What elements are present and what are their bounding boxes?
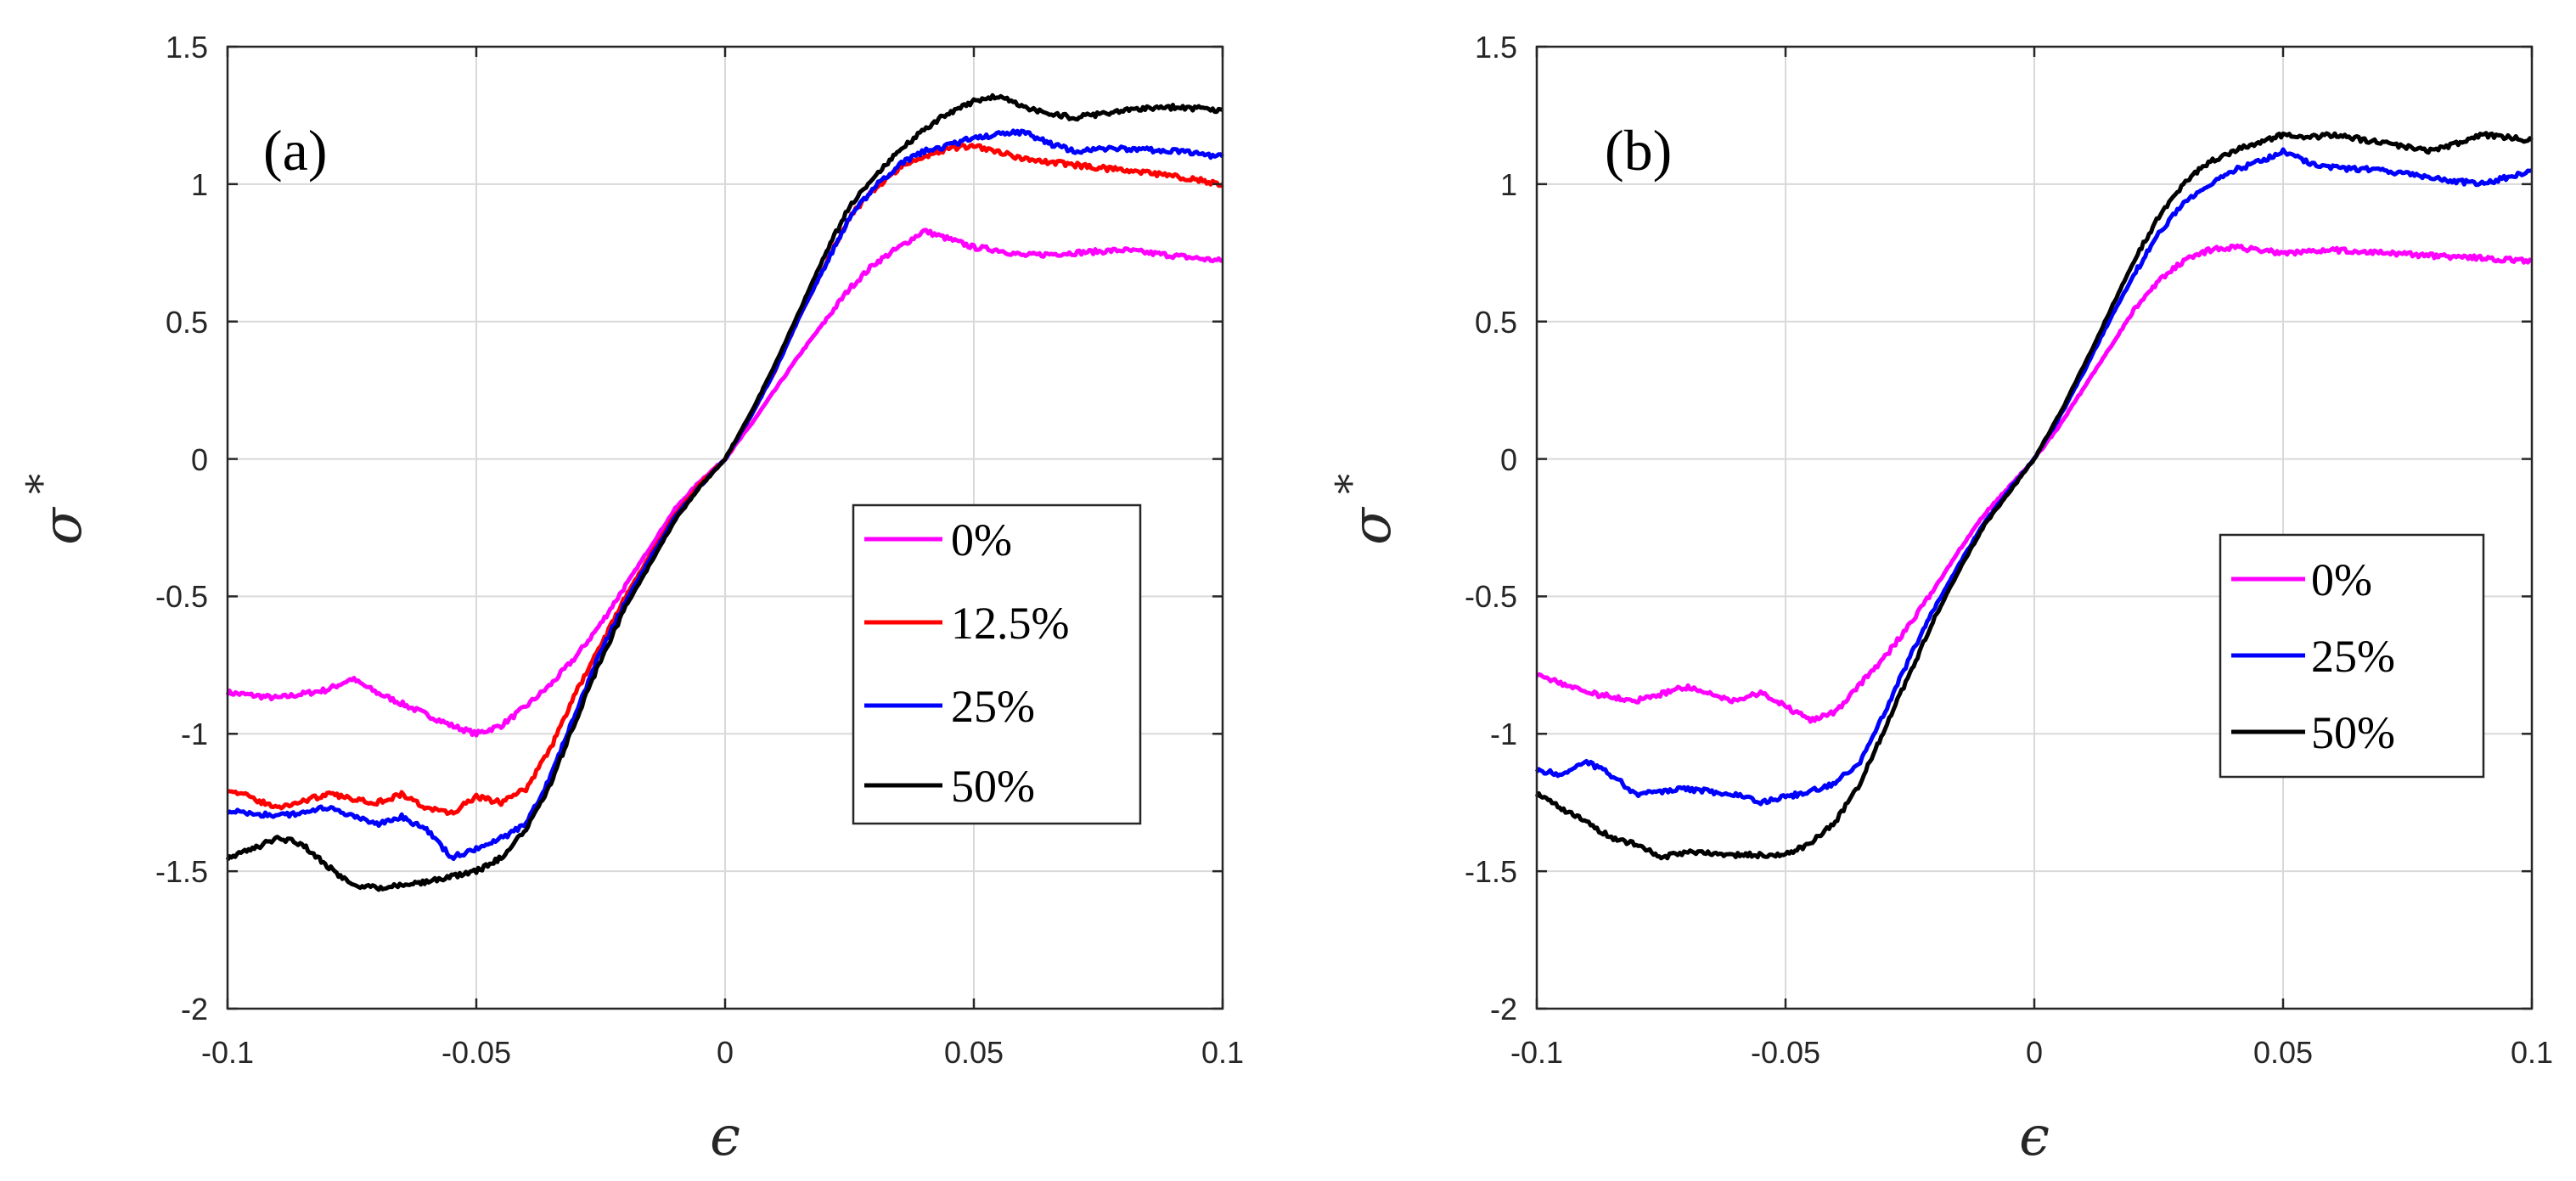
panel-b: -0.1 -0.05 0 0.05 0.1 -2 -1.5 -1 -0.5 0 …	[1327, 30, 2553, 1168]
y-tick-label: -2	[1490, 992, 1517, 1026]
legend-label: 50%	[951, 761, 1035, 812]
y-tick-label: 1.5	[166, 30, 208, 65]
series-line-50pct	[225, 93, 1223, 892]
panel-label-b: (b)	[1605, 118, 1672, 183]
legend-a: 0% 12.5% 25% 50%	[852, 503, 1142, 825]
grid-b	[1536, 46, 2533, 1009]
y-tick-label: 1.5	[1475, 30, 1517, 65]
y-tick-label: 0	[1500, 442, 1517, 477]
ticks-a	[226, 45, 1224, 1010]
legend-label: 0%	[2311, 554, 2372, 605]
legend-b: 0% 25% 50%	[2219, 533, 2485, 779]
x-tick-label: -0.05	[442, 1035, 511, 1070]
y-tick-label: 0.5	[166, 305, 208, 340]
y-tick-label: -1.5	[155, 854, 208, 889]
x-tick-label: -0.05	[1751, 1035, 1820, 1070]
panel-label-a: (a)	[263, 118, 327, 183]
x-axis-label: ϵ	[710, 1105, 740, 1168]
x-tick-label: -0.1	[1510, 1035, 1563, 1070]
y-tick-label: -2	[181, 992, 208, 1026]
y-tick-label: 1	[1500, 167, 1517, 202]
x-tick-label: -0.1	[201, 1035, 254, 1070]
y-tick-label: -1	[1490, 717, 1517, 751]
y-axis-label-superscript: *	[18, 474, 65, 494]
y-tick-label: 0.5	[1475, 305, 1517, 340]
x-tick-label: 0	[717, 1035, 734, 1070]
y-tick-label: -0.5	[1465, 579, 1517, 614]
series-b	[1534, 131, 2534, 861]
y-tick-label: 1	[191, 167, 208, 202]
legend-label: 50%	[2311, 707, 2395, 758]
y-tick-label: -0.5	[155, 579, 208, 614]
legend-label: 25%	[2311, 631, 2395, 682]
series-line-50pct	[1534, 131, 2534, 861]
x-tick-label: 0.1	[1201, 1035, 1244, 1070]
series-a	[225, 93, 1224, 892]
legend-box	[852, 503, 1142, 825]
panel-a: -0.1 -0.05 0 0.05 0.1 -2 -1.5 -1 -0.5 0 …	[18, 30, 1244, 1168]
x-tick-label: 0	[2026, 1035, 2043, 1070]
y-axis-label: σ	[31, 506, 94, 545]
x-tick-label: 0.05	[944, 1035, 1004, 1070]
y-axis-label: σ	[1341, 506, 1403, 545]
y-axis-label-superscript: *	[1327, 474, 1375, 494]
x-tick-label: 0.05	[2253, 1035, 2313, 1070]
x-axis-label: ϵ	[2019, 1105, 2050, 1168]
y-tick-label: 0	[191, 442, 208, 477]
y-tick-label: -1	[181, 717, 208, 751]
y-tick-label: -1.5	[1465, 854, 1517, 889]
legend-label: 12.5%	[951, 598, 1069, 649]
legend-label: 0%	[951, 515, 1012, 565]
ticks-b	[1535, 45, 2534, 1010]
x-tick-label: 0.1	[2511, 1035, 2553, 1070]
legend-label: 25%	[951, 681, 1035, 732]
